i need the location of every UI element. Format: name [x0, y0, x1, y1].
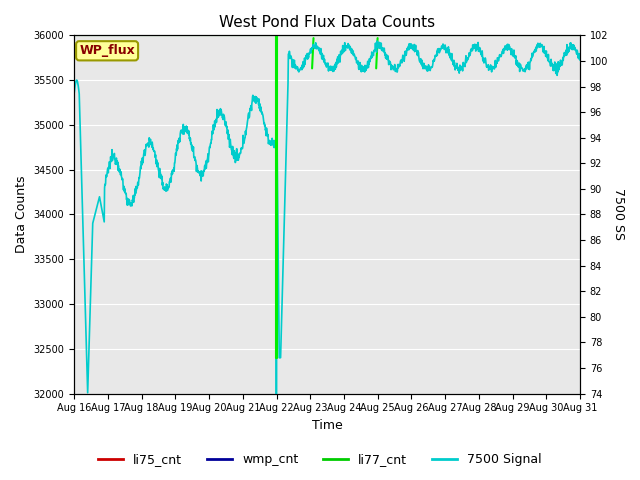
Legend: li75_cnt, wmp_cnt, li77_cnt, 7500 Signal: li75_cnt, wmp_cnt, li77_cnt, 7500 Signal — [93, 448, 547, 471]
Y-axis label: 7500 SS: 7500 SS — [612, 189, 625, 240]
Text: WP_flux: WP_flux — [79, 44, 135, 57]
X-axis label: Time: Time — [312, 419, 342, 432]
Y-axis label: Data Counts: Data Counts — [15, 176, 28, 253]
Title: West Pond Flux Data Counts: West Pond Flux Data Counts — [219, 15, 435, 30]
